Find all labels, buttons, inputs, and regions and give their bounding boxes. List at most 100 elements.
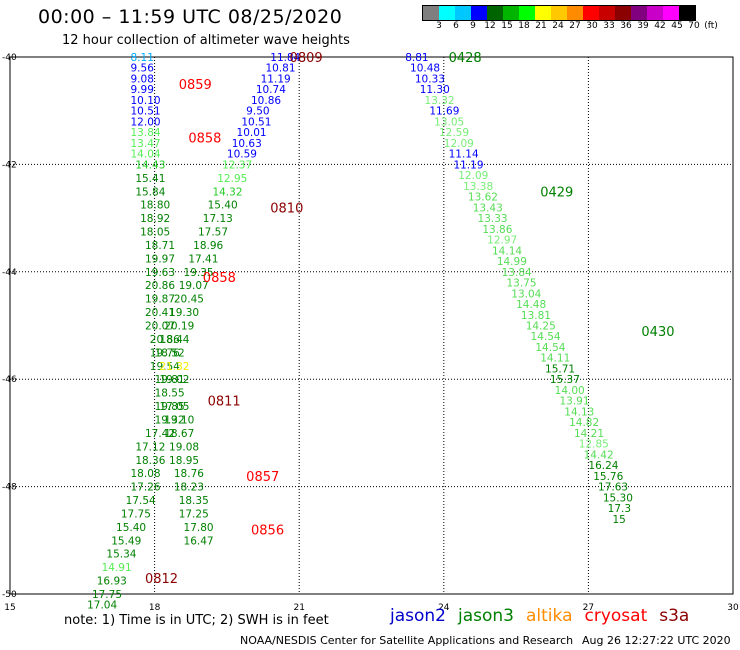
wave-height-value: 11.19: [453, 159, 483, 171]
wave-height-value: 10.63: [232, 138, 262, 150]
wave-height-value: 17.75: [121, 508, 151, 520]
lon-tick-label: 18: [149, 603, 161, 613]
wave-height-value: 11.84: [270, 52, 300, 64]
wave-height-value: 15.71: [545, 363, 575, 375]
pass-time-label: 0811: [208, 395, 241, 410]
wave-height-value: 12.09: [444, 138, 474, 150]
color-swatch: [471, 6, 487, 20]
wave-height-value: 13.84: [131, 127, 161, 139]
lat-tick-label: -50: [2, 590, 17, 600]
pass-labels: 0809 0859 0858 0810 0858 0811 0857 0856 0812 0428…: [145, 51, 675, 587]
wave-height-value: 18.92: [140, 213, 170, 225]
legend-item-cryosat: cryosat: [584, 606, 648, 626]
color-swatch: [583, 6, 599, 20]
wave-height-value: 21.32: [159, 361, 189, 373]
color-swatch: [519, 6, 535, 20]
wave-height-value: 15.40: [116, 522, 146, 534]
lon-tick-label: 30: [727, 603, 739, 613]
color-scale-tick: 42: [654, 21, 666, 31]
wave-height-value: 18.95: [169, 455, 199, 467]
color-scale-tick: 21: [535, 21, 547, 31]
wave-height-value: 19.35: [184, 267, 214, 279]
wave-height-value: 12.59: [439, 127, 469, 139]
wave-height-value: 12.85: [579, 439, 609, 451]
lat-tick-label: -42: [2, 160, 17, 170]
color-scale-tick: 9: [470, 21, 476, 31]
color-scale-tick: (ft): [704, 21, 718, 31]
wave-height-value: 18.67: [164, 428, 194, 440]
pass-time-label: 0856: [251, 524, 284, 539]
wave-height-value: 19.76: [150, 347, 180, 359]
wave-height-value: 14.32: [212, 186, 242, 198]
map-title: 00:00 – 11:59 UTC 08/25/2020: [38, 6, 343, 28]
legend-item-jason3: jason3: [458, 606, 514, 626]
color-scale-labels: 3 6 9 12 15 18 21 24 27 30 33 36 39 42 45 70 (ft): [422, 21, 740, 35]
pass-time-label: 0810: [270, 201, 303, 216]
pass-time-label: 0812: [145, 572, 178, 587]
color-swatch: [631, 6, 647, 20]
wave-height-value: 14.48: [516, 299, 546, 311]
wave-height-value: 17.54: [126, 495, 156, 507]
wave-height-value: 20.19: [164, 321, 194, 333]
color-scale-tick: 30: [586, 21, 598, 31]
wave-height-value: 17.25: [179, 508, 209, 520]
wave-height-value: 13.04: [511, 288, 541, 300]
wave-height-value: 20.45: [174, 294, 204, 306]
credit-line: NOAA/NESDIS Center for Satellite Applica…: [240, 634, 574, 647]
color-scale-tick: 15: [501, 21, 513, 31]
color-scale-tick: 6: [453, 21, 459, 31]
color-scale-tick: 3: [436, 21, 442, 31]
wave-height-value: 19.54: [150, 361, 180, 373]
wave-height-value: 13.32: [425, 95, 455, 107]
color-scale-tick: 24: [552, 21, 564, 31]
wave-height-value: 10.48: [410, 63, 440, 75]
wave-height-value: 11.14: [449, 149, 479, 161]
color-scale-tick: 12: [484, 21, 496, 31]
map-grid: [9, 56, 734, 595]
map-frame: [9, 56, 734, 595]
lat-tick-label: -44: [2, 268, 17, 278]
wave-height-value: 13.38: [463, 181, 493, 193]
wave-height-value: 20.86: [145, 280, 175, 292]
wave-height-value: 14.04: [131, 149, 161, 161]
wave-height-value: 20.07: [145, 321, 175, 333]
wave-height-value: 15.30: [603, 492, 633, 504]
wave-height-value: 18.55: [155, 388, 185, 400]
color-swatch: [423, 6, 439, 20]
wave-height-value: 19.30: [169, 307, 199, 319]
lon-tick-label: 15: [4, 603, 15, 613]
color-scale-tick: 27: [569, 21, 581, 31]
wave-height-value: 18.44: [159, 334, 189, 346]
wave-height-value: 18.52: [155, 347, 185, 359]
wave-height-value: 17.42: [145, 428, 175, 440]
color-swatch: [503, 6, 519, 20]
color-swatch: [455, 6, 471, 20]
wave-height-value: 14.91: [102, 562, 132, 574]
wave-height-value: 18.80: [140, 200, 170, 212]
color-swatch: [567, 6, 583, 20]
wave-height-value: 18.36: [135, 455, 165, 467]
wave-height-points: 8.119.569.089.9910.1010.5112.0013.8413.4…: [87, 52, 633, 612]
axis-ticks: 15 18 21 24 27 30 -40 -42 -44 -46 -48 -50: [2, 53, 739, 613]
pass-time-label: 0857: [246, 470, 279, 485]
lon-tick-label: 24: [438, 603, 450, 613]
generation-timestamp: Aug 26 12:27:22 UTC 2020: [582, 634, 731, 647]
pass-time-label: 0428: [449, 51, 482, 66]
wave-height-value: 13.84: [502, 267, 532, 279]
wave-height-value: 14.11: [540, 353, 570, 365]
color-scale-tick: 18: [518, 21, 530, 31]
wave-height-value: 17.80: [184, 522, 214, 534]
wave-height-value: 12.00: [131, 116, 161, 128]
color-swatch: [487, 6, 503, 20]
wave-height-value: 10.74: [256, 84, 286, 96]
wave-height-value: 15.41: [135, 173, 165, 185]
wave-height-value: 9.56: [131, 63, 155, 75]
wave-height-value: 10.81: [265, 63, 295, 75]
wave-height-value: 17.3: [608, 503, 631, 515]
wave-height-value: 20.41: [145, 307, 175, 319]
wave-height-value: 13.86: [482, 224, 512, 236]
color-scale-tick: 33: [603, 21, 615, 31]
wave-height-value: 17.57: [198, 227, 228, 239]
wave-height-value: 19.08: [169, 441, 199, 453]
wave-height-value: 17.75: [92, 589, 122, 601]
